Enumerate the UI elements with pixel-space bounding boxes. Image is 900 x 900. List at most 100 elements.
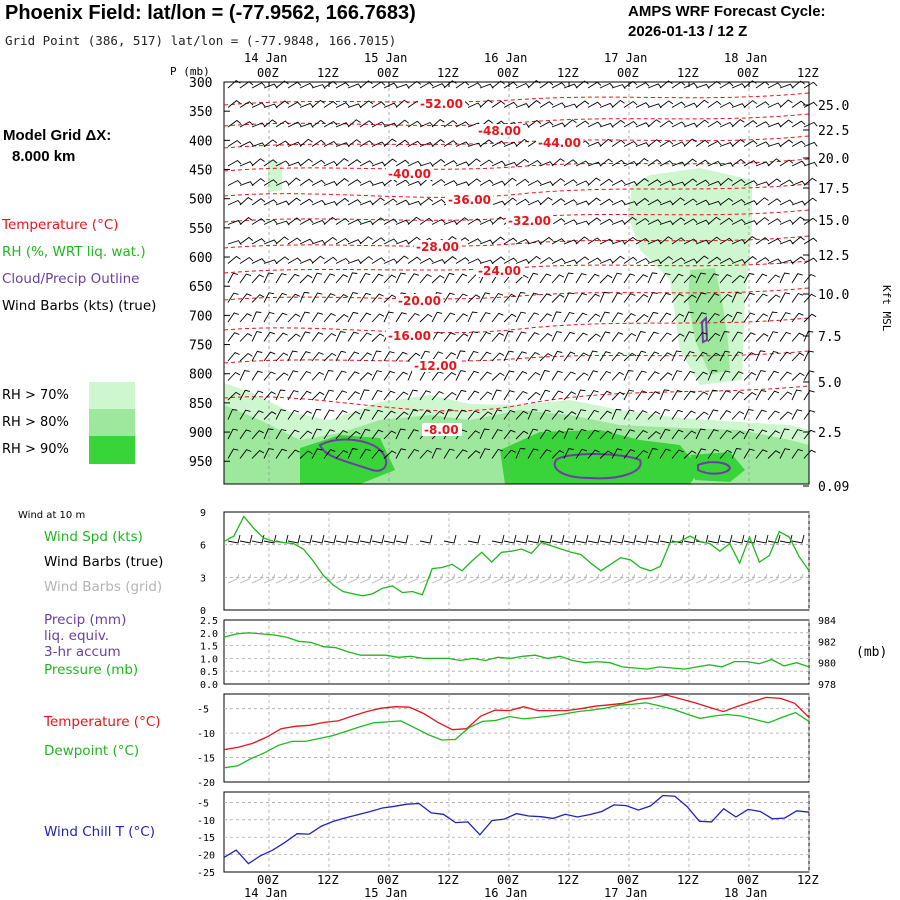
wind-barb <box>731 371 744 381</box>
wind-barb <box>623 449 636 459</box>
model-grid-dx-label: Model Grid ΔX: <box>3 127 112 144</box>
wind-barb <box>491 180 506 186</box>
grid-wind-barb <box>263 573 276 584</box>
wind-barb <box>755 121 770 128</box>
wind-barb <box>671 161 686 167</box>
wind-barb <box>491 100 506 108</box>
wind-barb <box>587 81 602 89</box>
wind-barb <box>527 312 540 323</box>
grid-wind-barb <box>503 573 516 584</box>
wind-barb <box>323 160 338 167</box>
wind-barb <box>611 391 625 401</box>
wind-barb <box>287 293 300 303</box>
grid-wind-barb <box>227 573 240 584</box>
wind-panel <box>223 511 810 611</box>
date-label: 15 Jan <box>364 51 407 65</box>
wind-barb <box>335 350 347 362</box>
dewpoint-line <box>223 702 810 769</box>
wind-barb <box>719 177 733 186</box>
wind-barb <box>371 141 386 147</box>
wind-barb <box>227 199 242 206</box>
wind-barb <box>611 119 626 128</box>
temperature-contour <box>223 113 810 127</box>
wind-barb <box>323 216 337 225</box>
wind-barb <box>731 351 744 362</box>
wind-barb <box>791 200 806 206</box>
wind-barb <box>395 371 408 381</box>
wind-barb <box>623 160 638 167</box>
windchill-tick-label: -10 <box>197 816 215 827</box>
wind-barb <box>647 391 660 401</box>
grid-wind-barb <box>239 573 252 584</box>
grid-wind-barb <box>491 573 504 584</box>
wind-barb <box>779 272 790 284</box>
wind-barb <box>563 119 577 128</box>
wind-barb <box>299 450 313 459</box>
temperature-contour-label: -40.00 <box>388 167 431 181</box>
wind-barb <box>659 312 672 323</box>
wind-barb <box>227 240 242 246</box>
wind-barb <box>767 370 779 381</box>
wind-barb <box>419 142 434 147</box>
true-wind-barb <box>335 534 349 544</box>
wind-barb <box>599 331 611 342</box>
wind-barb <box>371 81 386 89</box>
wind-barb <box>311 292 323 303</box>
true-wind-barb <box>383 534 397 544</box>
wind-barb <box>659 100 674 108</box>
wind-barb <box>791 448 804 459</box>
wind-barb <box>371 273 384 284</box>
wind-barb <box>539 449 552 459</box>
wind-barb <box>383 410 396 420</box>
wind-barb <box>371 161 386 167</box>
wind-barb <box>551 390 564 401</box>
wind-barb <box>719 390 731 401</box>
wind-barb <box>803 81 818 89</box>
wind-barb <box>263 351 276 362</box>
wind-barb <box>359 256 373 264</box>
wind-barb <box>647 199 662 206</box>
wind-barb <box>347 311 359 323</box>
legend-precip-accum: 3-hr accum <box>44 644 121 660</box>
wind-barb <box>527 409 538 420</box>
wind-barb <box>347 219 362 225</box>
wind-barb <box>395 99 409 108</box>
wind-barb <box>659 372 673 381</box>
wind-barb <box>635 217 650 225</box>
wind-barb <box>731 139 745 147</box>
wind-barb <box>347 272 358 284</box>
wind-barb <box>719 449 733 459</box>
wind-barb <box>263 179 278 186</box>
wind-barb <box>275 100 290 108</box>
temperature-contour <box>223 235 810 249</box>
wind-barb <box>779 428 790 440</box>
wind-barb <box>527 292 539 303</box>
wind-barb <box>299 410 312 420</box>
wind-barb <box>791 216 805 225</box>
wind-barb <box>371 333 385 342</box>
wind-barb <box>611 199 626 206</box>
wind-barb <box>467 158 481 167</box>
wind-barb <box>731 291 742 303</box>
true-wind-barb <box>299 534 313 544</box>
wind-barb <box>695 351 708 362</box>
grid-wind-barb <box>395 573 408 584</box>
wind-barb <box>731 198 746 206</box>
wind-barb <box>791 332 804 342</box>
wind-barb <box>467 410 480 420</box>
wind-barb <box>299 82 314 89</box>
contour-label-bg <box>422 423 462 436</box>
grid-wind-barb <box>683 573 696 584</box>
wind-barb <box>359 409 370 420</box>
wind-barb <box>479 391 493 401</box>
time-tick-label: 00Z <box>257 66 279 80</box>
wind-barb <box>515 238 530 245</box>
wind-barb <box>599 122 614 128</box>
wind-barb <box>539 181 554 187</box>
wind-barb <box>707 256 722 264</box>
wind-barb <box>695 179 710 186</box>
wind-barb <box>383 198 398 206</box>
true-wind-barb <box>551 534 565 544</box>
temperature-contour <box>223 385 810 412</box>
